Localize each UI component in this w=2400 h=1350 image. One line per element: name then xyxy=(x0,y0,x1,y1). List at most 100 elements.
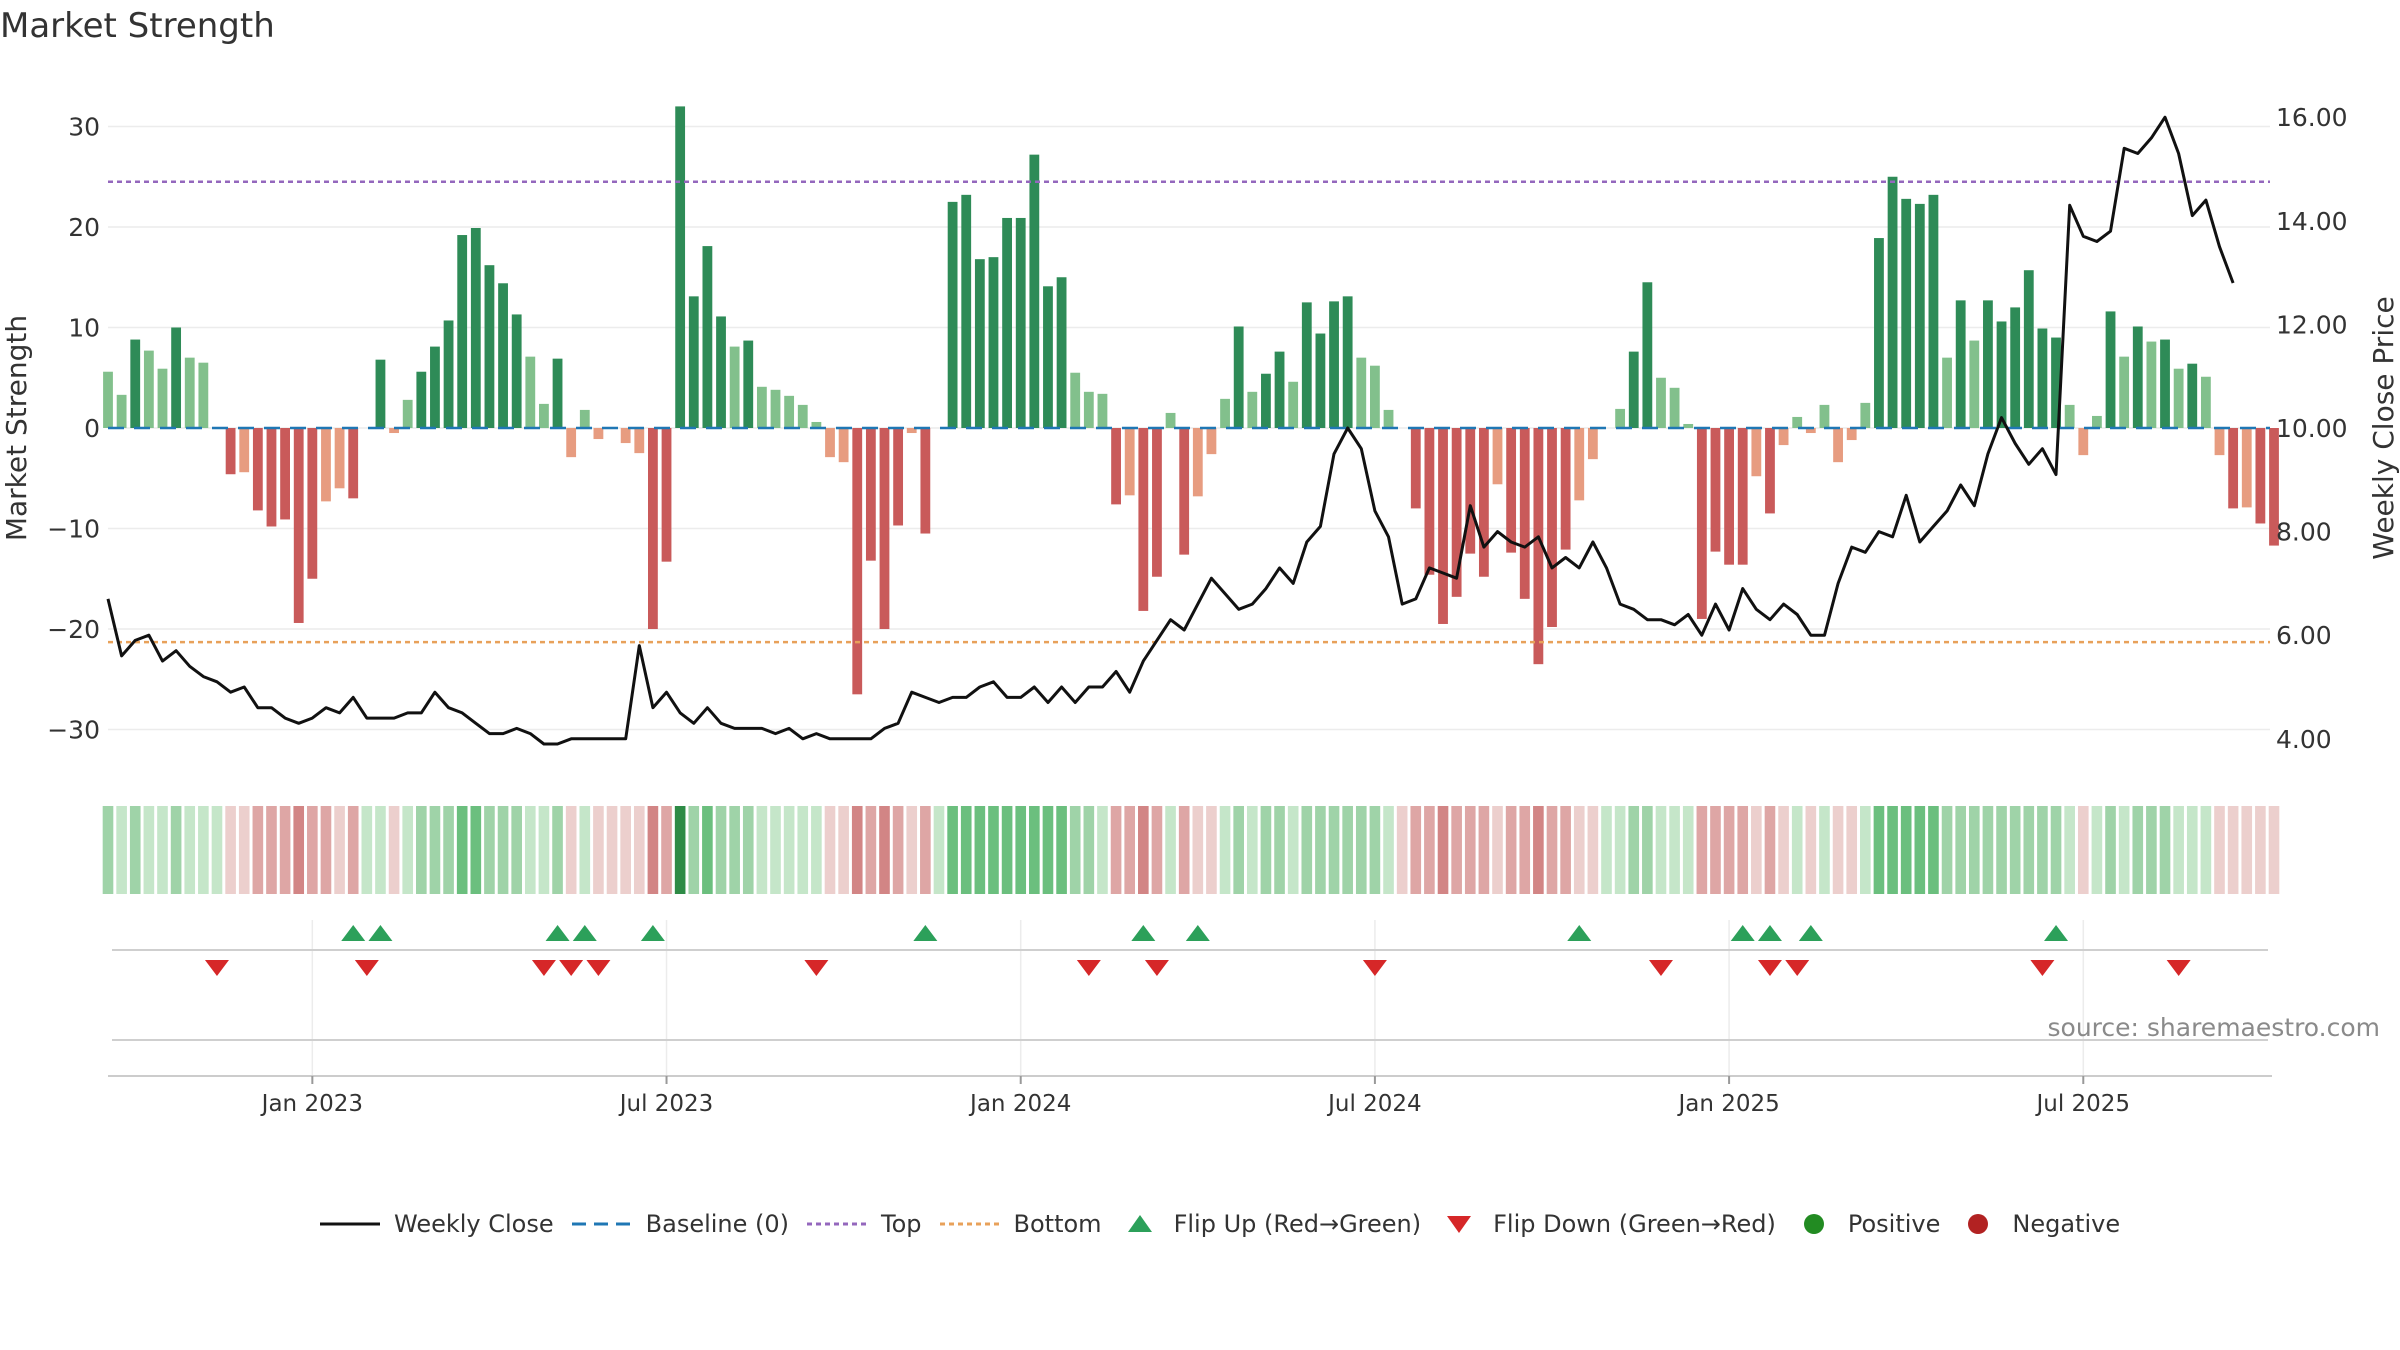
band-cell xyxy=(783,806,795,894)
legend-baseline: Baseline (0) xyxy=(571,1210,789,1238)
band-cell xyxy=(1437,806,1449,894)
band-cell xyxy=(1682,806,1694,894)
band-cell xyxy=(2200,806,2212,894)
strength-bar xyxy=(2228,428,2239,509)
strength-bar xyxy=(961,194,972,428)
strength-bar xyxy=(239,428,250,473)
triangle-down-icon xyxy=(1447,1216,1472,1233)
strength-band xyxy=(102,806,2280,894)
strength-bar xyxy=(865,428,876,561)
y-left-tick-label: 10 xyxy=(68,314,100,343)
strength-bar xyxy=(893,428,904,526)
strength-bar xyxy=(498,283,508,428)
flip-up-marker xyxy=(545,925,570,941)
strength-bar xyxy=(1492,428,1503,485)
band-cell xyxy=(2023,806,2035,894)
strength-bar xyxy=(906,428,917,434)
band-cell xyxy=(2132,806,2144,894)
strength-bar xyxy=(2214,428,2225,456)
band-cell xyxy=(1138,806,1149,894)
strength-bar xyxy=(1846,428,1857,441)
strength-bar xyxy=(1724,428,1734,565)
strength-bar xyxy=(171,327,182,428)
flip-down-marker xyxy=(559,960,584,976)
band-cell xyxy=(1042,806,1054,894)
y-right-tick-label: 10.00 xyxy=(2276,414,2348,443)
band-cell xyxy=(1355,806,1367,894)
strength-bar xyxy=(1533,428,1544,665)
strength-bar xyxy=(143,350,154,428)
flip-up-marker xyxy=(640,925,665,941)
y-right-tick-label: 12.00 xyxy=(2276,310,2348,339)
strength-bar xyxy=(416,371,427,428)
band-cell xyxy=(1928,806,1939,894)
flip-down-marker xyxy=(586,960,611,976)
band-cell xyxy=(742,806,754,894)
strength-bar xyxy=(1111,428,1121,505)
strength-bar xyxy=(1887,176,1898,428)
band-cell xyxy=(1274,806,1285,894)
band-cell xyxy=(1791,806,1803,894)
strength-bar xyxy=(1656,377,1666,428)
band-cell xyxy=(593,806,604,894)
strength-bar xyxy=(593,428,604,440)
band-cell xyxy=(661,806,672,894)
strength-bar xyxy=(1043,286,1053,428)
strength-bar xyxy=(2200,376,2211,428)
strength-bar xyxy=(1206,428,1217,455)
band-cell xyxy=(579,806,591,894)
band-cell xyxy=(129,806,141,894)
strength-bar xyxy=(1192,428,1203,497)
band-cell xyxy=(238,806,250,894)
band-cell xyxy=(1519,806,1531,894)
flip-up-marker xyxy=(368,925,393,941)
close-line-group xyxy=(106,115,2235,746)
band-cell xyxy=(2064,806,2075,894)
strength-bar xyxy=(1261,373,1271,428)
legend: Weekly Close Baseline (0) Top Bottom Fli… xyxy=(320,1204,2138,1244)
strength-bar xyxy=(634,428,645,454)
band-cell xyxy=(1410,806,1422,894)
strength-bar xyxy=(1914,203,1925,428)
band-cell xyxy=(797,806,809,894)
flip-down-marker xyxy=(2166,960,2191,976)
strength-bar xyxy=(1070,372,1081,428)
strength-bar xyxy=(2132,326,2143,428)
y-right-tick-label: 14.00 xyxy=(2276,207,2348,236)
strength-bar xyxy=(1124,428,1135,496)
band-cell xyxy=(538,806,550,894)
band-cell xyxy=(1887,806,1898,894)
strength-bar xyxy=(1901,198,1912,428)
band-cell xyxy=(1219,806,1231,894)
flip-up-marker xyxy=(341,925,366,941)
strength-bar xyxy=(756,386,767,428)
legend-weekly-close: Weekly Close xyxy=(320,1210,554,1238)
band-cell xyxy=(416,806,427,894)
strength-bar xyxy=(1383,409,1394,428)
dashed-line-swatch-icon xyxy=(571,1222,632,1226)
band-cell xyxy=(1832,806,1844,894)
strength-bar xyxy=(1233,326,1244,428)
band-cell xyxy=(1097,806,1108,894)
x-tick-label: Jul 2025 xyxy=(2034,1091,2130,1117)
strength-bar xyxy=(1560,428,1571,550)
strength-bar xyxy=(1587,428,1598,460)
strength-bar xyxy=(784,395,795,428)
strength-bar xyxy=(484,265,495,428)
band-cell xyxy=(851,806,863,894)
strength-bar xyxy=(661,428,672,562)
flip-down-marker xyxy=(531,960,556,976)
strength-bar xyxy=(2187,363,2198,428)
strength-bar xyxy=(511,314,522,428)
band-cell xyxy=(2214,806,2225,894)
axes: Market Strength Weekly Close Price −30 −2… xyxy=(0,103,2400,754)
band-cell xyxy=(1001,806,1013,894)
strength-bar xyxy=(620,428,631,444)
flip-down-marker xyxy=(1144,960,1169,976)
strength-bar xyxy=(2119,356,2130,428)
strength-bar xyxy=(1274,351,1285,428)
strength-bar xyxy=(852,428,863,695)
strength-bar xyxy=(1983,300,1993,428)
y-right-tick-label: 8.00 xyxy=(2276,518,2332,547)
strength-bar xyxy=(675,106,686,429)
